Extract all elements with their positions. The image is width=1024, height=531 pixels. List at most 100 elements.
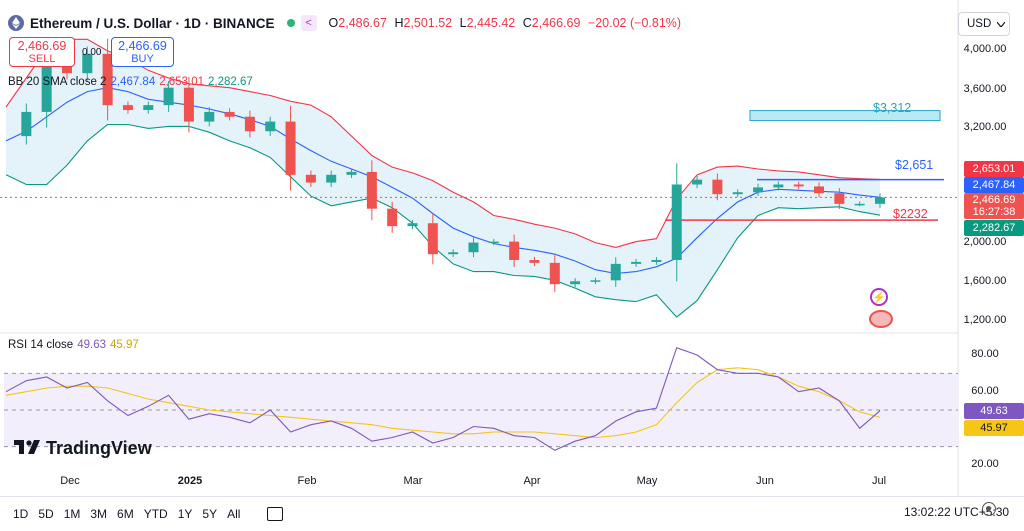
symbol-title[interactable]: Ethereum / U.S. Dollar · 1D · BINANCE: [30, 15, 275, 31]
bb-lower-price-label: 2,282.67: [964, 220, 1024, 236]
candle-body: [204, 111, 215, 122]
timeframe-5d[interactable]: 5D: [38, 507, 54, 521]
candle-body: [732, 192, 743, 195]
target-annotation[interactable]: $3,312: [873, 101, 912, 115]
candle-body: [529, 259, 540, 263]
rsi-ma-line: [5, 367, 881, 439]
rsi-tick: 60.00: [971, 385, 999, 397]
candle-body: [712, 179, 723, 195]
candle-body: [692, 179, 703, 185]
time-tick: 2025: [177, 475, 203, 487]
candle-body: [488, 241, 499, 244]
candle-body: [509, 241, 520, 260]
candle-body: [793, 184, 804, 187]
support-annotation[interactable]: $2232: [893, 207, 928, 221]
sell-button[interactable]: 2,466.69 SELL: [9, 37, 75, 67]
timeframe-3m[interactable]: 3M: [90, 507, 108, 521]
price-tick: 1,600.00: [963, 275, 1007, 287]
candle-body: [183, 87, 194, 122]
timeframe-ytd[interactable]: YTD: [143, 507, 168, 521]
lightning-event-icon[interactable]: ⚡: [870, 288, 888, 306]
candle-body: [285, 121, 296, 175]
candle-body: [407, 223, 418, 227]
time-tick: Apr: [523, 475, 541, 487]
candle-body: [834, 193, 845, 204]
market-status-icon[interactable]: [286, 19, 295, 27]
candle-body: [468, 242, 479, 253]
symbol-flag-icon[interactable]: <: [300, 15, 317, 31]
settings-target-icon[interactable]: [982, 502, 996, 516]
candle-body: [448, 252, 459, 255]
time-tick: Feb: [297, 475, 317, 487]
timeframe-5y[interactable]: 5Y: [202, 507, 218, 521]
candle-body: [102, 53, 113, 106]
price-tick: 4,000.00: [963, 43, 1007, 55]
price-tick: 3,200.00: [963, 121, 1007, 133]
bb-fill: [6, 39, 880, 318]
candle-body: [590, 280, 601, 282]
timeframe-1m[interactable]: 1M: [63, 507, 81, 521]
candle-body: [610, 263, 621, 281]
rsi-line: [5, 346, 881, 451]
candle-body: [854, 203, 865, 206]
candle-body: [326, 174, 337, 183]
rsi-tick: 80.00: [971, 348, 999, 360]
candle-body: [163, 87, 174, 106]
candle-body: [773, 184, 784, 188]
target-zone: [749, 110, 941, 122]
buy-button[interactable]: 2,466.69 BUY: [111, 37, 174, 67]
tradingview-logo[interactable]: TradingView: [14, 438, 152, 459]
resistance-annotation[interactable]: $2,651: [895, 158, 934, 172]
bb-upper-price-label: 2,653.01: [964, 161, 1024, 177]
candle-body: [875, 197, 885, 204]
price-tick: 1,200.00: [963, 314, 1007, 326]
ethereum-icon: [8, 15, 24, 31]
candle-body: [224, 111, 235, 117]
bb-basis-price-label: 2,467.84: [964, 177, 1024, 193]
candle-body: [753, 187, 764, 193]
bb-upper-line: [5, 38, 881, 248]
timeframe-1d[interactable]: 1D: [13, 507, 29, 521]
timeframe-selector: 1D 5D 1M 3M 6M YTD 1Y 5Y All: [8, 507, 245, 521]
candle-body: [21, 111, 32, 137]
candle-body: [346, 171, 357, 175]
bb-basis-line: [5, 87, 881, 275]
candle-body: [814, 186, 825, 194]
time-tick: Mar: [403, 475, 423, 487]
rsi-ma-price-label: 45.97: [964, 420, 1024, 436]
timeframe-6m[interactable]: 6M: [117, 507, 134, 521]
rsi-price-label: 49.63: [964, 403, 1024, 419]
symbol-header: Ethereum / U.S. Dollar · 1D · BINANCE < …: [8, 10, 681, 36]
candle-body: [570, 281, 581, 285]
candle-body: [631, 261, 642, 264]
candle-body: [671, 184, 682, 260]
time-tick: Dec: [60, 475, 80, 487]
timeframe-1y[interactable]: 1Y: [177, 507, 193, 521]
rsi-tick: 20.00: [971, 458, 999, 470]
candle-body: [82, 53, 93, 74]
currency-button[interactable]: USD: [958, 12, 1010, 36]
candle-body: [143, 105, 154, 110]
timeframe-all[interactable]: All: [227, 507, 241, 521]
bb-indicator-legend[interactable]: BB 20 SMA close 2 2,467.84 2,653.01 2,282.6…: [8, 76, 253, 88]
price-tick: 3,600.00: [963, 83, 1007, 95]
last-price-label: 2,466.69 16:27:38: [964, 193, 1024, 219]
candle-body: [387, 208, 398, 227]
rsi-indicator-legend[interactable]: RSI 14 close 49.63 45.97: [8, 339, 139, 351]
tradingview-mark-icon: [14, 439, 40, 459]
time-tick: Jun: [756, 475, 774, 487]
candle-body: [366, 171, 377, 209]
spread-value: 0.00: [82, 47, 102, 58]
candle-body: [244, 116, 255, 132]
us-flag-event-icon[interactable]: [869, 310, 893, 328]
bottom-toolbar: 1D 5D 1M 3M 6M YTD 1Y 5Y All: [0, 496, 1024, 531]
candle-body: [41, 58, 52, 112]
candle-body: [651, 259, 662, 262]
calendar-icon[interactable]: [267, 507, 284, 521]
candle-body: [305, 174, 316, 183]
candle-body: [265, 121, 276, 132]
chevron-down-icon: [997, 21, 1006, 27]
candle-body: [549, 262, 560, 285]
candle-body: [122, 105, 133, 110]
